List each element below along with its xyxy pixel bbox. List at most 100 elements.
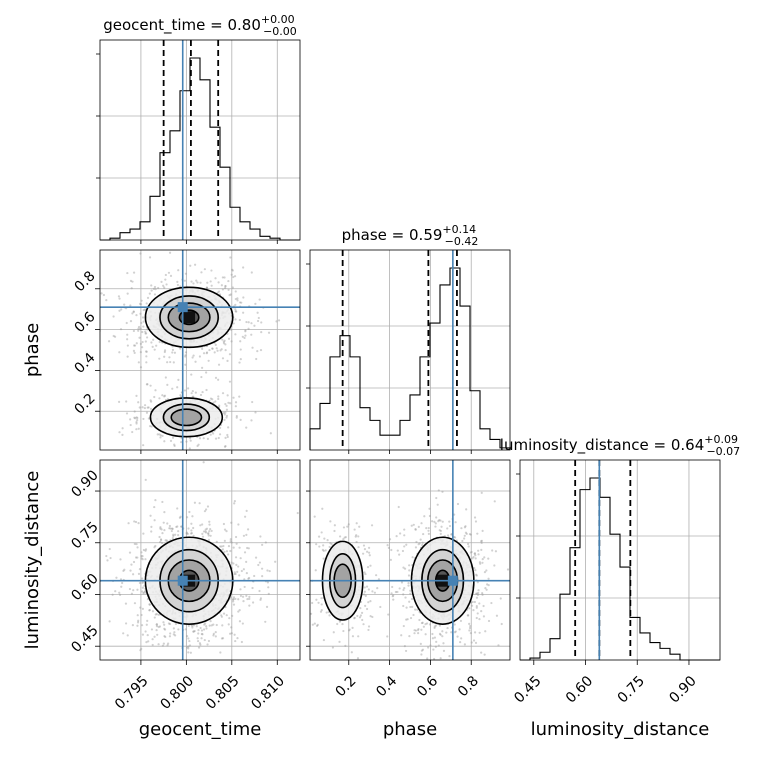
- scatter-point: [323, 537, 326, 540]
- scatter-point: [146, 336, 149, 339]
- scatter-point: [471, 600, 474, 604]
- scatter-point: [155, 344, 158, 347]
- scatter-point: [227, 623, 230, 626]
- scatter-point: [354, 535, 357, 538]
- panel-content: [100, 460, 300, 665]
- scatter-point: [189, 437, 192, 440]
- scatter-point: [192, 630, 195, 633]
- scatter-point: [448, 520, 451, 523]
- scatter-point: [477, 591, 480, 595]
- panel-frame: [309, 249, 511, 451]
- scatter-point: [159, 527, 162, 530]
- scatter-point: [407, 584, 410, 587]
- scatter-point: [220, 615, 223, 618]
- scatter-point: [229, 538, 232, 541]
- scatter-point: [171, 537, 174, 540]
- scatter-point: [202, 628, 206, 631]
- scatter-point: [141, 340, 144, 344]
- scatter-point: [391, 595, 394, 598]
- scatter-point: [438, 624, 442, 627]
- scatter-point: [320, 597, 323, 600]
- scatter-point: [183, 279, 186, 282]
- histogram-panel-geocent_time: geocent_time = 0.80+0.00 −0.00: [96, 13, 301, 241]
- scatter-point: [150, 400, 153, 403]
- scatter-point: [163, 440, 166, 443]
- scatter-point: [121, 427, 124, 430]
- scatter-point: [211, 347, 214, 350]
- scatter-point: [483, 653, 486, 656]
- scatter-point: [420, 522, 423, 525]
- scatter-point: [238, 574, 241, 577]
- scatter-point: [229, 402, 232, 405]
- scatter-point: [487, 583, 490, 587]
- scatter-point: [168, 356, 171, 359]
- scatter-point: [366, 550, 369, 553]
- scatter-point: [243, 578, 246, 581]
- scatter-point: [200, 663, 202, 665]
- scatter-point: [342, 537, 345, 541]
- scatter-point: [108, 547, 111, 551]
- scatter-point: [133, 520, 136, 523]
- scatter-point: [146, 619, 149, 622]
- scatter-point: [235, 416, 238, 419]
- scatter-point: [266, 569, 269, 572]
- scatter-point: [212, 432, 215, 435]
- scatter-point: [232, 546, 235, 549]
- scatter-point: [163, 623, 166, 626]
- scatter-point: [137, 325, 141, 329]
- scatter-point: [140, 299, 143, 302]
- scatter-point: [224, 402, 227, 406]
- scatter-point: [129, 320, 133, 323]
- scatter-point: [147, 417, 150, 420]
- scatter-point: [355, 540, 358, 544]
- scatter-point: [402, 604, 405, 608]
- scatter-point: [234, 318, 237, 321]
- scatter-point: [142, 417, 145, 421]
- scatter-point: [184, 628, 187, 631]
- contour-line: [159, 295, 219, 340]
- scatter-point: [473, 566, 476, 570]
- scatter-point: [141, 590, 144, 593]
- scatter-point: [367, 546, 371, 549]
- scatter-point: [147, 406, 150, 409]
- scatter-point: [311, 601, 314, 605]
- scatter-point: [221, 637, 225, 640]
- y-tick-label: 0.2: [72, 391, 99, 418]
- scatter-point: [476, 581, 479, 584]
- scatter-point: [201, 390, 204, 394]
- scatter-point: [161, 394, 164, 397]
- scatter-point: [480, 541, 483, 545]
- scatter-point: [237, 523, 240, 526]
- scatter-point: [468, 532, 472, 536]
- scatter-point: [403, 534, 406, 537]
- scatter-point: [149, 399, 152, 402]
- scatter-point: [232, 598, 235, 601]
- scatter-point: [224, 343, 227, 346]
- scatter-point: [367, 601, 370, 604]
- scatter-point: [169, 274, 173, 277]
- scatter-point: [112, 315, 115, 318]
- scatter-point: [469, 533, 472, 536]
- scatter-point: [194, 263, 197, 266]
- scatter-point: [364, 594, 367, 597]
- scatter-point: [216, 291, 219, 294]
- scatter-point: [191, 515, 194, 518]
- scatter-point: [205, 286, 208, 289]
- scatter-point: [126, 355, 129, 358]
- scatter-point: [227, 553, 230, 556]
- y-tick-label: 0.8: [72, 268, 99, 295]
- scatter-point: [353, 528, 356, 531]
- scatter-point: [364, 604, 367, 607]
- scatter-point: [141, 330, 144, 334]
- y-tick-label: 0.90: [68, 467, 101, 500]
- scatter-point: [238, 318, 241, 322]
- scatter-point: [140, 554, 143, 558]
- scatter-point: [117, 400, 121, 403]
- scatter-point: [476, 612, 479, 615]
- scatter-point: [96, 346, 98, 348]
- scatter-point: [167, 642, 170, 645]
- scatter-point: [179, 394, 182, 397]
- scatter-point: [388, 538, 392, 541]
- scatter-point: [135, 422, 138, 425]
- scatter-point: [138, 567, 142, 571]
